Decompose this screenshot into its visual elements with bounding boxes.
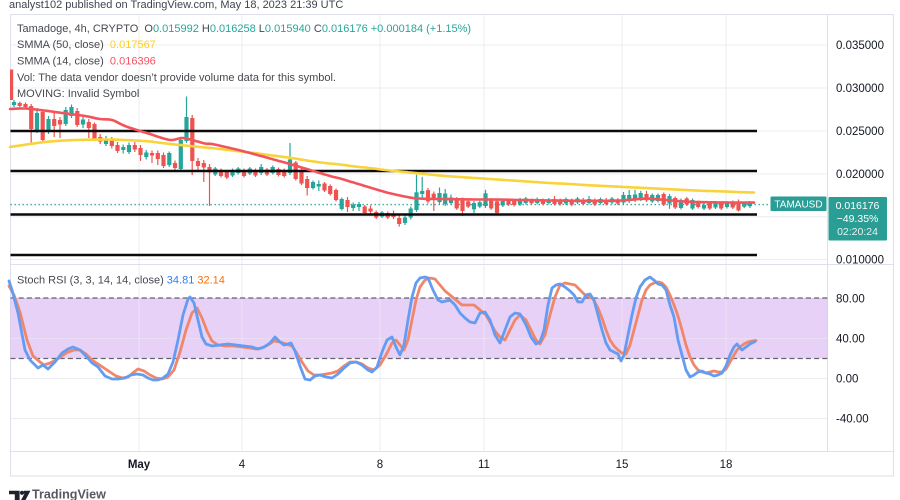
svg-text:analyst102 published on Tradin: analyst102 published on TradingView.com,… bbox=[9, 0, 343, 11]
svg-text:TAMAUSD: TAMAUSD bbox=[774, 200, 822, 211]
svg-text:SMMA (50, close) 0.017567: SMMA (50, close) 0.017567 bbox=[17, 39, 156, 51]
svg-text:0.020000: 0.020000 bbox=[836, 169, 884, 181]
svg-text:0.035000: 0.035000 bbox=[836, 40, 884, 52]
svg-text:Tamadoge, 4h, CRYPTO O0.01599: Tamadoge, 4h, CRYPTO O0.015992 H0.016258… bbox=[17, 23, 471, 35]
svg-text:Vol: The data vendor doesn’t p: Vol: The data vendor doesn’t provide vol… bbox=[17, 72, 336, 84]
svg-text:0.025000: 0.025000 bbox=[836, 126, 884, 138]
svg-text:0.010000: 0.010000 bbox=[836, 255, 884, 267]
svg-text:Stoch RSI (3, 3, 14, 14, close: Stoch RSI (3, 3, 14, 14, close) 34.81 32… bbox=[17, 275, 225, 287]
svg-text:May: May bbox=[128, 459, 151, 471]
svg-text:18: 18 bbox=[720, 459, 733, 471]
svg-text:15: 15 bbox=[616, 459, 629, 471]
svg-text:80.00: 80.00 bbox=[836, 294, 865, 306]
svg-text:SMMA (14, close) 0.016396: SMMA (14, close) 0.016396 bbox=[17, 55, 156, 67]
svg-text:0.00: 0.00 bbox=[836, 374, 858, 386]
svg-text:MOVING: Invalid Symbol: MOVING: Invalid Symbol bbox=[17, 88, 139, 100]
svg-text:4: 4 bbox=[239, 459, 246, 471]
svg-text:40.00: 40.00 bbox=[836, 334, 865, 346]
svg-text:0.016176: 0.016176 bbox=[836, 200, 880, 212]
svg-text:02:20:24: 02:20:24 bbox=[837, 226, 878, 238]
svg-text:−49.35%: −49.35% bbox=[837, 213, 879, 225]
svg-text:0.030000: 0.030000 bbox=[836, 83, 884, 95]
svg-text:11: 11 bbox=[478, 459, 490, 471]
svg-text:-40.00: -40.00 bbox=[836, 414, 869, 426]
svg-text:TradingView: TradingView bbox=[32, 488, 106, 500]
svg-text:8: 8 bbox=[377, 459, 383, 471]
